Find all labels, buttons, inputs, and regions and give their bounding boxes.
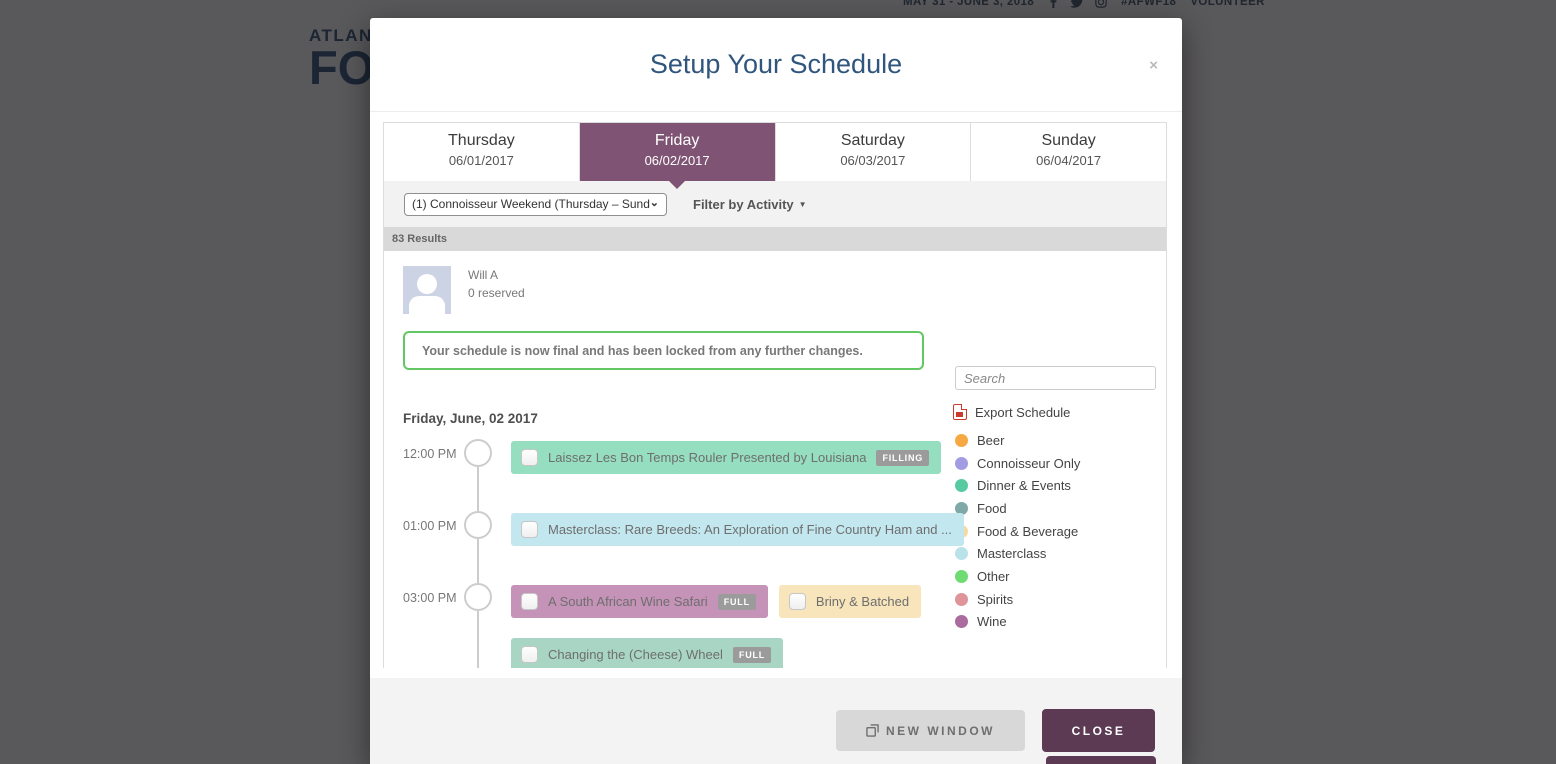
other-dot-icon — [955, 569, 968, 583]
results-count-bar: 83 Results — [384, 227, 1166, 251]
setup-schedule-modal: Setup Your Schedule × Thursday 06/01/201… — [370, 18, 1182, 764]
user-reserved-count: 0 reserved — [468, 286, 525, 300]
festival-dates: MAY 31 - JUNE 3, 2018 — [903, 0, 1035, 8]
status-badge: FULL — [732, 646, 772, 663]
search-input[interactable] — [955, 366, 1156, 390]
schedule-locked-notice: Your schedule is now final and has been … — [403, 331, 924, 370]
timeline-time: 03:00 PM — [403, 591, 457, 605]
wine-dot-icon — [955, 615, 968, 629]
timeline-node-icon — [464, 439, 492, 467]
modal-header: Setup Your Schedule × — [370, 18, 1182, 112]
beer-dot-icon — [955, 433, 968, 447]
tab-sunday[interactable]: Sunday 06/04/2017 — [971, 123, 1166, 181]
event-chip: Briny & Batched — [778, 585, 922, 618]
legend-item-wine: Wine — [955, 611, 1080, 634]
site-logo-line1: ATLAN — [309, 26, 373, 45]
user-name: Will A — [468, 268, 498, 282]
session-select[interactable]: (1) Connoisseur Weekend (Thursday – Sund… — [404, 192, 667, 216]
site-logo: ATLAN FO — [309, 26, 374, 91]
legend-item-spirits: Spirits — [955, 588, 1080, 611]
schedule-scroll-area[interactable]: Will A 0 reserved Your schedule is now f… — [384, 251, 1166, 668]
schedule-content-box: Thursday 06/01/2017 Friday 06/02/2017 Sa… — [383, 122, 1167, 668]
masterclass-dot-icon — [955, 547, 968, 561]
event-checkbox[interactable] — [521, 593, 538, 610]
event-row: Changing the (Cheese) Wheel FULL — [511, 638, 784, 668]
tab-saturday[interactable]: Saturday 06/03/2017 — [775, 123, 972, 181]
tab-friday[interactable]: Friday 06/02/2017 — [579, 123, 776, 189]
timeline-time: 01:00 PM — [403, 519, 457, 533]
legend-item-food: Food — [955, 497, 1080, 520]
timeline-time: 12:00 PM — [403, 447, 457, 461]
tab-thursday[interactable]: Thursday 06/01/2017 — [384, 123, 580, 181]
event-checkbox[interactable] — [521, 521, 538, 538]
filter-row: (1) Connoisseur Weekend (Thursday – Sund… — [384, 181, 1166, 227]
close-button[interactable]: CLOSE — [1042, 709, 1155, 752]
connoisseur-dot-icon — [955, 456, 968, 470]
day-tabs: Thursday 06/01/2017 Friday 06/02/2017 Sa… — [384, 123, 1166, 189]
event-checkbox[interactable] — [788, 593, 806, 610]
chevron-down-icon: ⌄ — [649, 197, 659, 209]
pdf-icon — [953, 404, 967, 420]
legend-item-dinner-events: Dinner & Events — [955, 474, 1080, 497]
instagram-icon[interactable] — [1095, 0, 1107, 8]
hashtag-link[interactable]: #AFWF18 — [1121, 0, 1177, 8]
new-window-button[interactable]: NEW WINDOW — [836, 710, 1025, 751]
active-tab-notch — [669, 181, 686, 189]
event-chip: Laissez Les Bon Temps Rouler Presented b… — [511, 441, 942, 474]
legend-item-beer: Beer — [955, 429, 1080, 452]
timeline-node-icon — [464, 511, 492, 539]
twitter-icon[interactable] — [1070, 0, 1084, 8]
timeline-line — [477, 451, 479, 668]
event-row: Masterclass: Rare Breeds: An Exploration… — [511, 513, 964, 546]
legend-item-food-beverage: Food & Beverage — [955, 520, 1080, 543]
avatar — [403, 266, 451, 314]
day-heading: Friday, June, 02 2017 — [403, 411, 538, 426]
close-icon[interactable]: × — [1149, 57, 1158, 74]
new-window-icon — [866, 724, 879, 737]
event-row: A South African Wine Safari FULL Briny &… — [511, 585, 922, 618]
status-badge: FULL — [717, 593, 756, 610]
category-legend: Beer Connoisseur Only Dinner & Events Fo… — [955, 429, 1080, 633]
filter-by-activity-dropdown[interactable]: Filter by Activity ▼ — [693, 196, 807, 212]
facebook-icon[interactable] — [1048, 0, 1059, 8]
event-checkbox[interactable] — [521, 449, 538, 466]
event-checkbox[interactable] — [521, 646, 538, 663]
spirits-dot-icon — [955, 592, 968, 606]
legend-item-masterclass: Masterclass — [955, 542, 1080, 565]
event-chip: Masterclass: Rare Breeds: An Exploration… — [511, 513, 964, 546]
timeline-node-icon — [464, 583, 492, 611]
event-row: Laissez Les Bon Temps Rouler Presented b… — [511, 441, 942, 474]
event-chip: A South African Wine Safari FULL — [511, 585, 768, 618]
dinner-events-dot-icon — [955, 479, 968, 493]
volunteer-link[interactable]: VOLUNTEER — [1190, 0, 1265, 8]
modal-footer: NEW WINDOW CLOSE — [370, 678, 1182, 764]
legend-item-connoisseur-only: Connoisseur Only — [955, 452, 1080, 475]
site-topbar: MAY 31 - JUNE 3, 2018 #AFWF18 VOLUNTEER — [903, 0, 1265, 8]
legend-item-other: Other — [955, 565, 1080, 588]
caret-down-icon: ▼ — [798, 199, 807, 209]
cutoff-button-behind — [1046, 756, 1156, 764]
status-badge: FILLING — [876, 449, 930, 466]
site-logo-line2: FO — [309, 41, 375, 94]
event-chip: Changing the (Cheese) Wheel FULL — [511, 638, 784, 668]
food-dot-icon — [955, 501, 968, 515]
modal-title: Setup Your Schedule — [649, 49, 903, 79]
export-schedule-link[interactable]: Export Schedule — [953, 404, 1070, 420]
